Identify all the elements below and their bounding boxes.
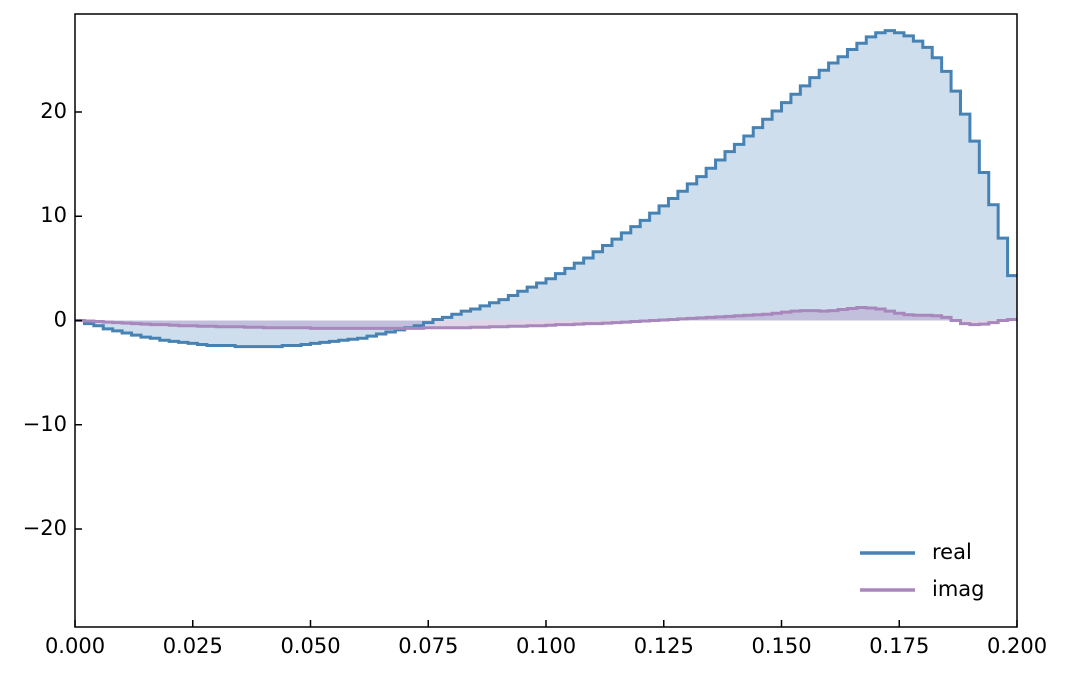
y-tick-label: 20	[40, 99, 67, 123]
x-tick-label: 0.100	[516, 634, 576, 658]
area-fill	[75, 30, 1017, 347]
x-tick-label: 0.125	[634, 634, 694, 658]
x-tick-label: 0.175	[869, 634, 929, 658]
x-tick-label: 0.200	[987, 634, 1047, 658]
x-tick-label: 0.025	[163, 634, 223, 658]
y-tick-label: −10	[23, 412, 67, 436]
x-tick-label: 0.050	[280, 634, 340, 658]
step-line	[75, 305, 1017, 330]
y-tick-label: 0	[54, 308, 67, 332]
x-tick-label: 0.075	[398, 634, 458, 658]
step-line	[75, 29, 1017, 349]
x-tick-label: 0.150	[751, 634, 811, 658]
legend-label: real	[932, 540, 972, 564]
x-tick-label: 0.000	[45, 634, 105, 658]
y-tick-label: −20	[23, 516, 67, 540]
legend-label: imag	[932, 577, 985, 601]
y-tick-label: 10	[40, 203, 67, 227]
